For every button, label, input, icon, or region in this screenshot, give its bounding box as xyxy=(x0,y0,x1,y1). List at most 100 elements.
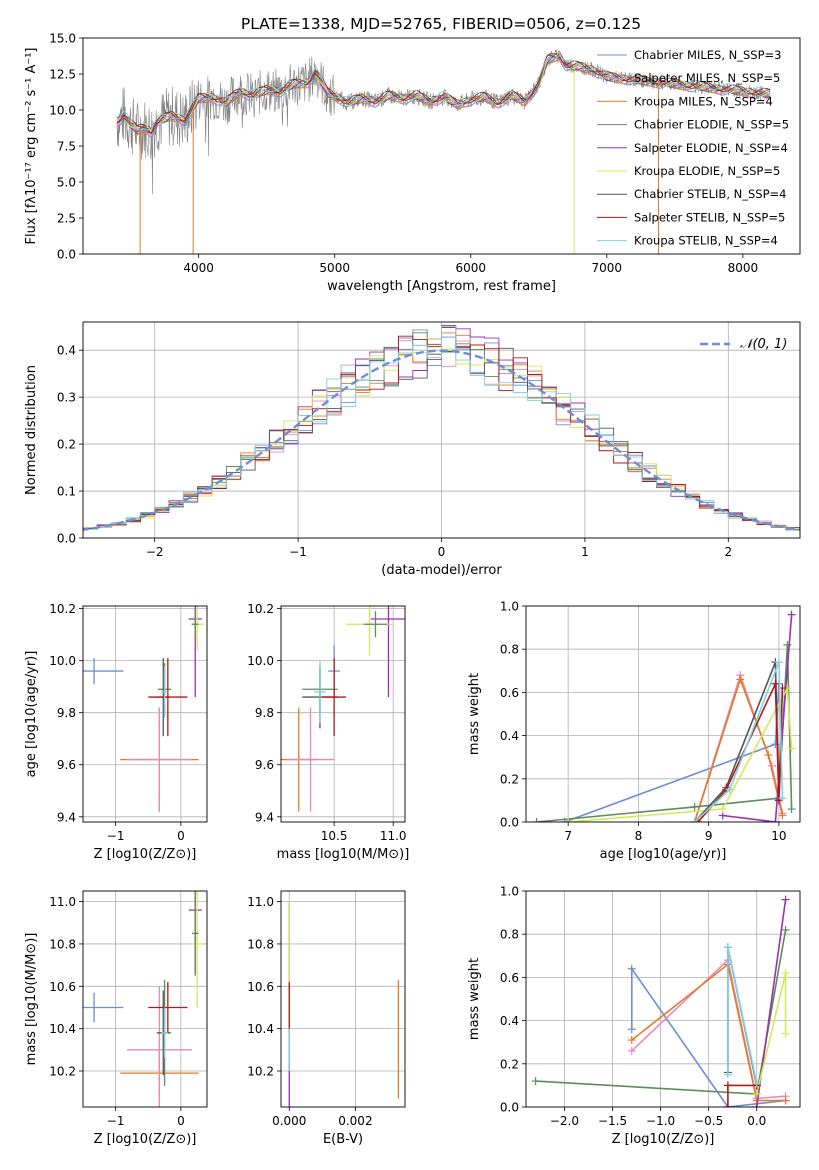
errorbar-point xyxy=(161,1007,168,1059)
weight-line-5 xyxy=(755,972,787,1095)
weight-marker xyxy=(781,925,790,934)
x-tick-label: 2 xyxy=(724,545,732,559)
x-tick-label: 11.0 xyxy=(380,829,407,843)
y-tick-label: 9.8 xyxy=(255,706,274,720)
x-tick-label: 6000 xyxy=(455,261,486,275)
panel-residuals: −2 −1 0 1 2 0.0 0.1 0.2 0.3 0.4 (data-model)/error… xyxy=(24,321,801,578)
x-axis-label: E(B-V) xyxy=(323,1132,363,1147)
y-tick-label: 10.0 xyxy=(49,654,76,668)
weight-marker xyxy=(627,1046,636,1055)
legend: Chabrier MILES, N_SSP=3 Salpeter MILES, N… xyxy=(597,48,789,248)
x-tick-label: −1.0 xyxy=(646,1114,675,1128)
normal-curve xyxy=(83,349,800,532)
y-tick-label: 2.5 xyxy=(57,212,76,226)
model-line-6 xyxy=(116,53,771,135)
y-tick-label: 0.0 xyxy=(57,532,76,546)
axes-frame xyxy=(280,890,406,1108)
errorbar-point xyxy=(126,986,192,1107)
weight-marker xyxy=(532,818,541,822)
plot-area xyxy=(526,891,800,1107)
x-axis-label: age [log10(age/yr)] xyxy=(600,847,727,862)
x-tick-label: −1 xyxy=(107,829,125,843)
plot-area xyxy=(83,891,207,1107)
weight-marker xyxy=(723,1070,732,1079)
weight-marker xyxy=(723,1103,732,1107)
y-tick-label: 9.6 xyxy=(255,758,274,772)
legend-label: Chabrier ELODIE, N_SSP=5 xyxy=(634,118,789,132)
panel-mass_vs_Z: −1 0 10.2 10.4 10.6 10.8 11.0 Z [log10(Z/Z⊙)] ma… xyxy=(24,890,208,1147)
y-tick-label: 0.8 xyxy=(500,643,519,657)
x-axis-label: (data-model)/error xyxy=(381,563,502,578)
weight-line-2 xyxy=(693,676,784,822)
y-tick-label: 0.0 xyxy=(500,1101,519,1115)
y-tick-label: 12.5 xyxy=(49,68,76,82)
errorbar-point xyxy=(148,658,188,737)
plot-area xyxy=(116,49,771,254)
weight-marker xyxy=(774,658,783,667)
legend-label: Chabrier STELIB, N_SSP=4 xyxy=(634,187,786,201)
weight-marker xyxy=(771,818,780,822)
y-tick-label: 11.0 xyxy=(247,895,274,909)
y-tick-label: 5.0 xyxy=(57,176,76,190)
x-tick-label: −0.5 xyxy=(694,1114,723,1128)
y-tick-label: 0.4 xyxy=(57,344,76,358)
errorbar-point xyxy=(83,992,124,1023)
y-tick-label: 9.4 xyxy=(57,810,76,824)
weight-marker xyxy=(752,1103,761,1107)
y-axis-label: mass weight xyxy=(467,673,482,755)
x-tick-label: 0 xyxy=(177,1114,185,1128)
y-tick-label: 0.1 xyxy=(57,485,76,499)
x-axis-label: Z [log10(Z/Z⊙)] xyxy=(94,847,197,862)
y-tick-label: 0.0 xyxy=(500,816,519,830)
weight-marker xyxy=(718,805,727,814)
x-tick-label: −2.0 xyxy=(550,1114,579,1128)
legend-label: Kroupa MILES, N_SSP=4 xyxy=(634,94,773,108)
weight-marker xyxy=(787,610,796,619)
axes-frame xyxy=(82,37,801,255)
legend-label: Salpeter MILES, N_SSP=5 xyxy=(634,71,780,85)
errorbar-point xyxy=(191,891,199,976)
panel-age_vs_Z: −1 0 9.4 9.6 9.8 10.0 10.2 Z [log10(Z/Z⊙)] age [… xyxy=(24,602,208,862)
x-tick-label: 7000 xyxy=(592,261,623,275)
y-axis-label: Flux [fλ10⁻¹⁷ erg cm⁻² s⁻¹ A⁻¹] xyxy=(24,48,39,245)
y-tick-label: 0.2 xyxy=(500,1057,519,1071)
y-tick-label: 0.6 xyxy=(500,686,519,700)
axes-frame xyxy=(82,605,208,823)
weight-marker xyxy=(725,785,734,794)
legend-label: Kroupa ELODIE, N_SSP=5 xyxy=(634,164,780,178)
errorbar-point xyxy=(190,891,204,1008)
weight-line-3 xyxy=(536,644,793,822)
plot-area xyxy=(281,891,405,1107)
weight-marker xyxy=(723,943,732,952)
legend-label: Chabrier MILES, N_SSP=3 xyxy=(634,48,781,62)
weight-marker xyxy=(752,1079,761,1088)
x-tick-label: 0 xyxy=(177,829,185,843)
x-tick-label: 7 xyxy=(564,829,572,843)
errorbar-point xyxy=(83,658,124,685)
axes-frame xyxy=(82,890,208,1108)
x-axis-label: mass [log10(M/M⊙)] xyxy=(277,847,410,862)
panel-massweight_vs_Z: −2.0 −1.5 −1.0 −0.5 0.0 0.0 0.2 0.4 0.6 0.8 1.0 Z [… xyxy=(467,885,801,1147)
x-tick-label: 0.002 xyxy=(338,1114,372,1128)
y-tick-label: 7.5 xyxy=(57,140,76,154)
plot-area xyxy=(83,322,800,538)
x-tick-label: 10 xyxy=(771,829,786,843)
y-tick-label: 10.0 xyxy=(247,654,274,668)
y-tick-label: 9.8 xyxy=(57,706,76,720)
weight-marker xyxy=(752,1090,761,1099)
axes-frame xyxy=(525,605,801,823)
y-tick-label: 10.8 xyxy=(49,937,76,951)
panel-spectrum: 4000 5000 6000 7000 8000 0.0 2.5 5.0 7.5 10.0 12.5… xyxy=(24,32,801,294)
weight-marker xyxy=(787,805,796,814)
x-tick-label: 10.5 xyxy=(321,829,348,843)
x-tick-label: 1 xyxy=(581,545,589,559)
y-tick-label: 10.2 xyxy=(247,602,274,616)
plot-area xyxy=(83,606,207,822)
histogram-step-8 xyxy=(83,326,800,533)
legend-label: 𝒩(0, 1) xyxy=(740,337,787,352)
errorbar-point xyxy=(191,611,199,638)
x-tick-label: 0 xyxy=(438,545,446,559)
x-tick-label: 8000 xyxy=(728,261,759,275)
y-axis-label: age [log10(age/yr)] xyxy=(24,651,39,778)
errorbar-point xyxy=(286,707,335,812)
